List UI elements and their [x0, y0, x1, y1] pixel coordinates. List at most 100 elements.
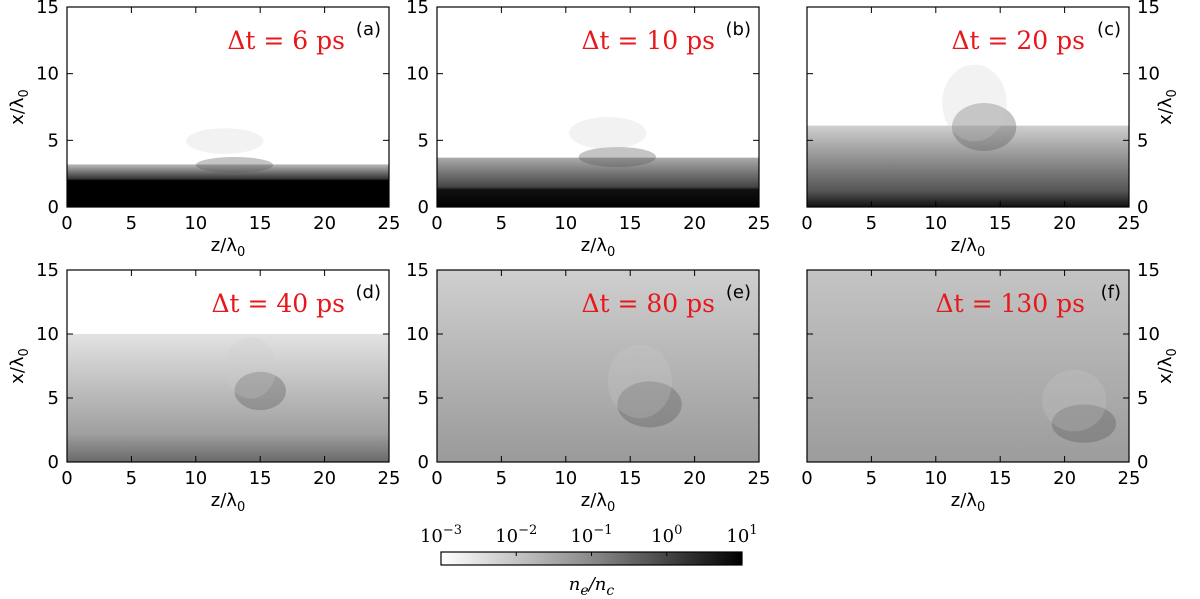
- colorbar-tick-exponent: −1: [593, 523, 612, 538]
- plot-frame: [66, 269, 390, 463]
- density-feature: [1051, 404, 1117, 443]
- colorbar-tick-base: 10: [651, 526, 674, 547]
- x-tick-label: 10: [554, 468, 577, 489]
- y-tick-label: 5: [48, 388, 59, 409]
- x-tick-label: 0: [801, 213, 812, 234]
- plot-frame: [436, 6, 760, 208]
- x-tick-label: 20: [1053, 468, 1076, 489]
- x-axis-label: z/λ0: [581, 235, 615, 260]
- density-feature: [569, 117, 647, 149]
- plot-frame: [806, 269, 1130, 463]
- x-axis-label-subscript: 0: [977, 245, 985, 260]
- y-axis-label-subscript: 0: [1165, 89, 1180, 97]
- y-tick-label: 10: [406, 64, 429, 85]
- x-tick-label: 20: [683, 468, 706, 489]
- annotation: Δt = 10 ps: [581, 26, 715, 55]
- y-tick-label: 10: [1137, 64, 1160, 85]
- panel-label: (c): [1097, 19, 1121, 40]
- colorbar-label: ne/nc: [569, 574, 615, 599]
- annotation: Δt = 6 ps: [227, 26, 345, 55]
- x-tick-label: 10: [924, 213, 947, 234]
- density-map: [67, 270, 389, 462]
- y-axis-label-text: x/λ: [7, 97, 28, 125]
- x-tick-label: 15: [989, 468, 1012, 489]
- panel-label: (d): [356, 282, 381, 303]
- x-axis-label-text: z/λ: [951, 490, 978, 511]
- x-axis-label: z/λ0: [951, 490, 985, 515]
- y-axis-label: x/λ0: [7, 89, 32, 125]
- x-tick-label: 0: [431, 468, 442, 489]
- x-tick-label: 25: [378, 468, 401, 489]
- y-tick-label: 10: [1137, 324, 1160, 345]
- colorbar-tick-exponent: 1: [749, 523, 757, 538]
- y-tick-label: 0: [1137, 197, 1148, 218]
- x-tick-label: 20: [683, 213, 706, 234]
- density-feature: [1042, 369, 1107, 432]
- x-tick-label: 25: [748, 213, 771, 234]
- y-tick-label: 0: [418, 197, 429, 218]
- y-tick-label: 10: [36, 64, 59, 85]
- plot-frame: [806, 6, 1130, 208]
- y-tick-label: 15: [36, 260, 59, 281]
- annotation: Δt = 130 ps: [936, 289, 1085, 318]
- x-tick-label: 25: [748, 468, 771, 489]
- density-feature: [186, 128, 264, 154]
- density-feature: [224, 337, 277, 399]
- y-tick-label: 0: [48, 452, 59, 473]
- y-tick-label: 15: [36, 0, 59, 18]
- annotation: Δt = 20 ps: [951, 26, 1085, 55]
- x-axis-label-text: z/λ: [581, 235, 608, 256]
- density-map: [437, 7, 759, 207]
- x-tick-label: 25: [1118, 213, 1141, 234]
- x-axis-label-subscript: 0: [607, 500, 615, 515]
- x-tick-label: 5: [496, 468, 507, 489]
- colorbar-tick-exponent: −3: [443, 523, 462, 538]
- plot-frame: [436, 269, 760, 463]
- colorbar-tick-base: 10: [495, 526, 518, 547]
- y-axis-label-text: x/λ: [1155, 97, 1176, 125]
- annotation: Δt = 80 ps: [581, 289, 715, 318]
- x-tick-label: 20: [313, 468, 336, 489]
- density-feature: [951, 103, 1017, 151]
- colorbar-tick-base: 10: [420, 526, 443, 547]
- y-tick-label: 15: [406, 0, 429, 18]
- x-tick-label: 5: [866, 213, 877, 234]
- colorbar-tick-label: 100: [651, 523, 682, 547]
- density-feature: [942, 64, 1007, 142]
- x-tick-label: 10: [924, 468, 947, 489]
- colorbar-tick-exponent: 0: [674, 523, 682, 538]
- y-axis-label-text: x/λ: [7, 356, 28, 384]
- annotation: Δt = 40 ps: [211, 289, 345, 318]
- density-feature: [607, 344, 673, 419]
- x-tick-label: 5: [866, 468, 877, 489]
- colorbar-tick-label: 101: [726, 523, 757, 547]
- x-tick-label: 25: [378, 213, 401, 234]
- y-tick-label: 0: [48, 197, 59, 218]
- panel-label: (b): [726, 19, 751, 40]
- density-feature: [195, 157, 274, 173]
- y-tick-label: 5: [48, 130, 59, 151]
- x-axis-label-text: z/λ: [211, 490, 238, 511]
- x-tick-label: 10: [554, 213, 577, 234]
- density-map: [437, 270, 759, 462]
- x-axis-label-text: z/λ: [581, 490, 608, 511]
- x-tick-label: 15: [989, 213, 1012, 234]
- x-tick-label: 0: [431, 213, 442, 234]
- x-axis-label-subscript: 0: [237, 500, 245, 515]
- x-tick-label: 20: [313, 213, 336, 234]
- x-tick-label: 5: [126, 468, 137, 489]
- x-tick-label: 15: [249, 468, 272, 489]
- y-tick-label: 10: [406, 324, 429, 345]
- x-axis-label: z/λ0: [211, 490, 245, 515]
- y-tick-label: 10: [36, 324, 59, 345]
- x-tick-label: 15: [619, 213, 642, 234]
- x-axis-label-subscript: 0: [607, 245, 615, 260]
- density-feature: [578, 147, 656, 167]
- colorbar-tick-base: 10: [726, 526, 749, 547]
- y-tick-label: 5: [1137, 130, 1148, 151]
- y-axis-label: x/λ0: [1155, 89, 1180, 125]
